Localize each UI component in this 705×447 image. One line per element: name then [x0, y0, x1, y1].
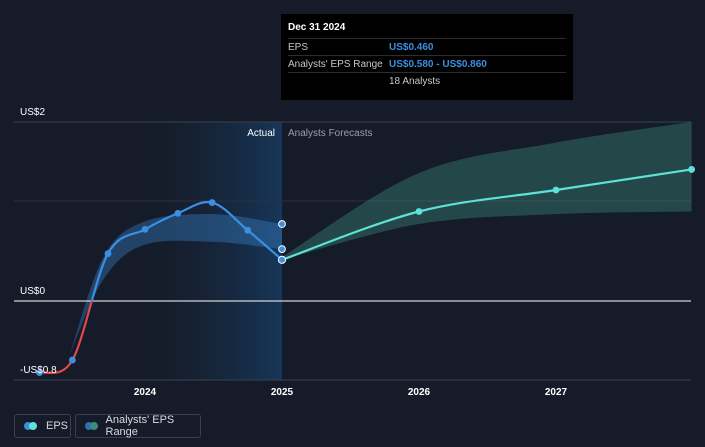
forecast-eps-range-band [282, 122, 692, 260]
eps-point[interactable] [36, 369, 43, 376]
tooltip-row-range: Analysts' EPS Range US$0.580 - US$0.860 [288, 55, 566, 72]
eps-legend-icon [24, 422, 40, 430]
x-tick-2027: 2027 [545, 387, 568, 398]
eps-forecast-point[interactable] [552, 186, 560, 194]
eps-forecast-point[interactable] [415, 208, 423, 215]
eps-range-point[interactable] [278, 220, 286, 228]
eps-range-point[interactable] [278, 245, 286, 253]
eps-point[interactable] [104, 250, 112, 257]
x-tick-2025: 2025 [271, 387, 294, 398]
eps-forecast-line [281, 168, 692, 261]
tooltip: Dec 31 2024 EPS US$0.460 Analysts' EPS R… [281, 14, 573, 100]
tooltip-eps-value: US$0.460 [389, 42, 434, 53]
x-tick-2024: 2024 [134, 387, 157, 398]
eps-forecast-point[interactable] [688, 166, 696, 173]
x-tick-2026: 2026 [408, 387, 431, 398]
tooltip-range-label: Analysts' EPS Range [288, 59, 383, 70]
legend-eps[interactable]: EPS [14, 414, 71, 438]
eps-point[interactable] [68, 356, 76, 364]
eps-point[interactable] [208, 199, 216, 206]
tooltip-range-value: US$0.580 - US$0.860 [389, 59, 487, 70]
eps-line [90, 200, 283, 301]
tooltip-date: Dec 31 2024 [288, 22, 346, 33]
actual-region-shade [145, 122, 282, 380]
region-label-forecast: Analysts Forecasts [288, 128, 372, 139]
eps-point[interactable] [277, 255, 287, 264]
past-eps-range-band [69, 214, 283, 355]
eps-point[interactable] [141, 226, 149, 233]
y-label-zero: US$0 [20, 286, 45, 297]
legend-eps-label: EPS [46, 420, 69, 432]
tooltip-eps-label: EPS [288, 42, 309, 53]
tooltip-row-analysts: 18 Analysts [288, 72, 566, 89]
region-label-actual: Actual [247, 128, 275, 139]
legend-range-label: Analysts' EPS Range [105, 414, 175, 438]
tooltip-row-eps: EPS US$0.460 [288, 38, 566, 55]
eps-point[interactable] [244, 226, 252, 234]
y-label-top: US$2 [20, 107, 45, 118]
tooltip-analysts-value: 18 Analysts [389, 76, 441, 87]
legend-eps-range[interactable]: Analysts' EPS Range [75, 414, 201, 438]
range-legend-icon [85, 422, 100, 430]
tooltip-analysts-label [288, 76, 389, 87]
y-label-bottom: -US$0.8 [20, 365, 57, 376]
eps-line-negative [39, 301, 93, 375]
eps-point[interactable] [174, 209, 182, 217]
